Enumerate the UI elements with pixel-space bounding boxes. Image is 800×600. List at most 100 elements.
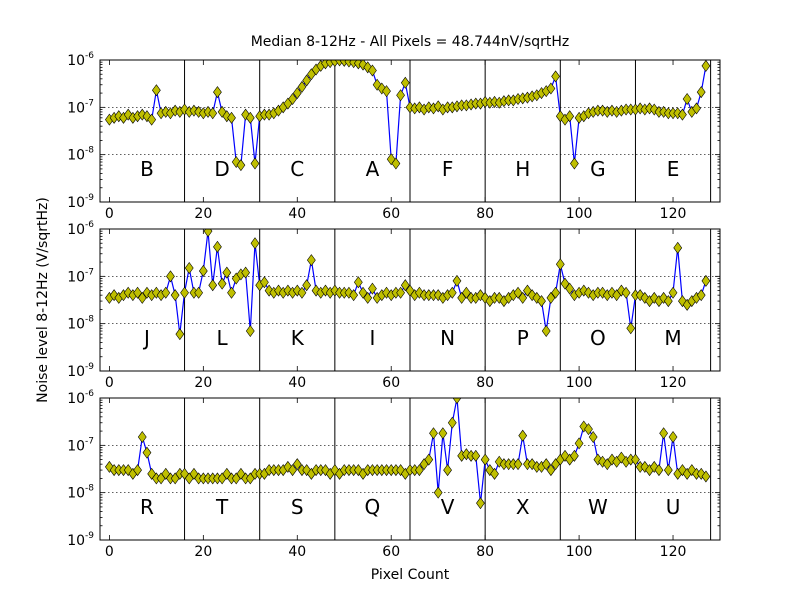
data-point — [396, 89, 405, 102]
y-tick-label: 10-7 — [67, 98, 94, 116]
data-point — [696, 289, 706, 302]
data-point — [358, 60, 368, 71]
y-tick-label: 10-8 — [67, 484, 94, 502]
data-point — [551, 70, 560, 83]
data-point — [433, 486, 443, 499]
data-point — [701, 274, 711, 287]
data-point — [447, 286, 457, 299]
segment-label: V — [441, 495, 455, 519]
data-point — [382, 85, 391, 98]
data-point — [659, 427, 669, 440]
data-point — [696, 86, 706, 99]
data-point — [663, 295, 673, 308]
segment-label: P — [517, 326, 529, 350]
panel-top: B D C A F H G E 10-9 10-8 10-7 10-6 0 20 40 60 80 100 120 — [67, 51, 721, 222]
y-tick-label: 10-8 — [67, 315, 94, 333]
data-point — [415, 464, 424, 477]
segment-label: C — [290, 157, 304, 181]
x-tick-label: 20 — [194, 206, 212, 222]
data-point — [490, 467, 499, 480]
data-point — [654, 464, 664, 477]
x-axis-label: Pixel Count — [371, 567, 450, 583]
data-point — [678, 108, 687, 121]
axes-frame — [99, 397, 721, 541]
data-point — [621, 286, 631, 299]
data-point — [170, 289, 180, 302]
data-point — [222, 266, 232, 279]
segment-label: W — [588, 495, 608, 519]
segment-label: A — [366, 157, 380, 181]
data-point — [396, 286, 405, 299]
data-point — [443, 464, 452, 477]
data-point — [480, 453, 490, 466]
segment-label: O — [590, 326, 606, 350]
data-point — [208, 279, 218, 292]
data-point — [400, 76, 410, 89]
x-tick-label: 0 — [105, 206, 114, 222]
data-point — [288, 92, 297, 106]
segment-label: L — [217, 326, 229, 350]
data-point — [245, 324, 255, 338]
y-tick-label: 10-6 — [67, 220, 94, 238]
data-point — [213, 86, 222, 99]
data-point — [438, 427, 448, 440]
data-point — [570, 157, 579, 170]
data-point — [368, 64, 377, 77]
data-point — [565, 282, 575, 295]
data-point — [292, 458, 302, 471]
data-point — [584, 423, 593, 436]
data-point — [288, 464, 297, 477]
data-point — [668, 430, 678, 444]
segment-label: D — [214, 157, 229, 181]
data-point — [302, 279, 312, 292]
data-point — [565, 110, 575, 123]
x-tick-label: 0 — [105, 544, 114, 560]
data-point — [518, 429, 528, 442]
data-point — [663, 464, 673, 477]
segment-label: I — [369, 326, 375, 350]
data-point — [175, 328, 185, 341]
segment-label: R — [140, 495, 154, 519]
data-point — [184, 261, 194, 275]
x-tick-label: 100 — [566, 375, 593, 391]
data-point — [457, 291, 467, 304]
y-tick-label: 10-9 — [67, 193, 94, 211]
x-tick-label: 40 — [288, 206, 306, 222]
data-point — [513, 458, 523, 471]
data-point — [452, 274, 462, 287]
data-point — [546, 464, 556, 477]
data-point — [137, 430, 147, 444]
data-point — [133, 464, 142, 477]
data-point — [227, 286, 236, 299]
segment-label: J — [142, 326, 150, 350]
data-point — [476, 497, 485, 510]
segment-label: M — [664, 326, 681, 350]
data-point — [166, 270, 175, 283]
figure-title: Median 8-12Hz - All Pixels = 48.744nV/sq… — [251, 34, 570, 50]
data-point — [260, 276, 269, 289]
x-tick-label: 0 — [105, 375, 114, 391]
x-tick-label: 120 — [660, 544, 687, 560]
x-tick-label: 20 — [194, 544, 212, 560]
data-point — [400, 279, 410, 292]
x-tick-label: 40 — [288, 375, 306, 391]
data-point — [133, 286, 142, 299]
data-point — [180, 286, 189, 299]
data-point — [137, 291, 147, 304]
data-point — [250, 157, 260, 170]
data-point — [198, 264, 208, 277]
data-point — [161, 286, 171, 299]
segment-label: Q — [365, 495, 381, 519]
y-axis-label: Noise level 8-12Hz (V/sqrtHz) — [35, 197, 51, 403]
x-tick-label: 100 — [566, 206, 593, 222]
panel-middle: J L K I N P O M 10-9 10-8 10-7 10-6 0 20 40 60 80 100 120 — [67, 220, 721, 391]
data-point — [297, 286, 307, 299]
axes-frame — [99, 228, 721, 372]
x-tick-label: 80 — [476, 206, 494, 222]
panel-bottom: R T S Q V X W U 10-9 10-8 10-7 10-6 0 20 40 60 80 100 120 — [67, 389, 721, 560]
segment-label: H — [515, 157, 530, 181]
data-point — [546, 82, 556, 95]
data-point — [227, 111, 236, 124]
data-point — [574, 437, 584, 450]
